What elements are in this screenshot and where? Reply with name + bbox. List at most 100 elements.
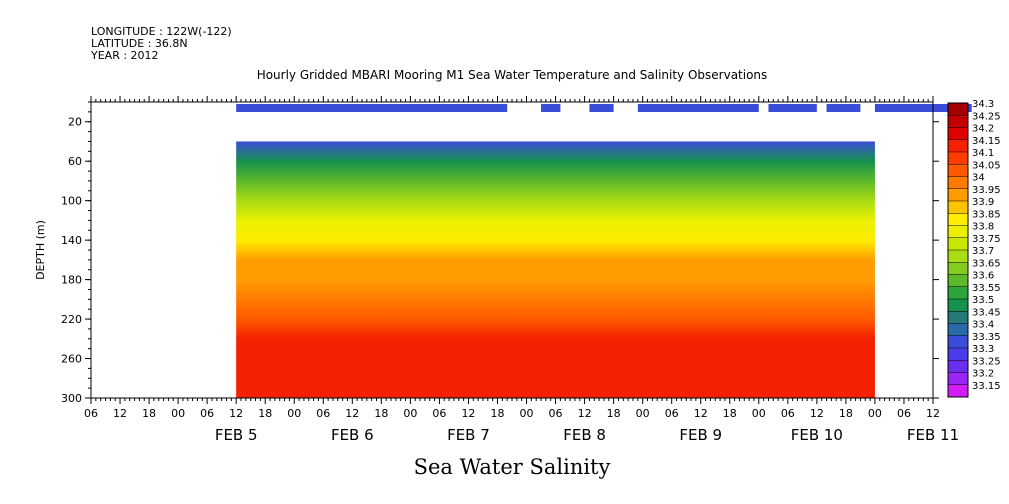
colorbar-swatch-33.25 xyxy=(948,360,968,373)
colorbar-swatch-33.45 xyxy=(948,311,968,324)
y-tick-label-100: 100 xyxy=(61,195,82,208)
longitude-label: LONGITUDE : 122W(-122) xyxy=(91,25,232,38)
colorbar-label-33.4: 33.4 xyxy=(972,320,994,331)
surface-segment-1 xyxy=(236,104,508,112)
x-date-label: FEB 11 xyxy=(907,426,959,444)
colorbar-label-34.3: 34.3 xyxy=(972,99,994,110)
chart-title: Hourly Gridded MBARI Mooring M1 Sea Wate… xyxy=(256,68,768,82)
colorbar-swatch-33.8 xyxy=(948,225,968,239)
y-tick-label-180: 180 xyxy=(61,274,82,287)
colorbar-label-33.35: 33.35 xyxy=(972,332,1001,343)
axes: 20 60 100 140 180 220 260 300 DEPTH (m) 06 12 18 00 0… xyxy=(34,96,959,444)
colorbar-label-33.55: 33.55 xyxy=(972,283,1001,294)
colorbar-swatch-33.6 xyxy=(948,274,968,288)
x-hour-label: 00 xyxy=(403,407,417,420)
x-date-label: FEB 10 xyxy=(791,426,843,444)
colorbar-swatch-34.2 xyxy=(948,127,968,141)
x-hour-label: 00 xyxy=(520,407,534,420)
colorbar: 34.334.2534.234.1534.134.053433.9533.933… xyxy=(947,99,1001,398)
colorbar-label-34.05: 34.05 xyxy=(972,160,1001,171)
surface-segment-4 xyxy=(637,104,759,112)
x-hour-label: 18 xyxy=(723,407,737,420)
colorbar-swatch-33.3 xyxy=(948,348,968,361)
x-hour-label: 18 xyxy=(490,407,504,420)
colorbar-swatch-33.75 xyxy=(948,237,968,251)
colorbar-swatch-34.1 xyxy=(948,152,968,165)
chart-subtitle: Sea Water Salinity xyxy=(413,455,611,479)
x-hour-label: 00 xyxy=(171,407,185,420)
surface-segment-7 xyxy=(874,104,972,112)
year-label: YEAR : 2012 xyxy=(91,49,159,62)
colorbar-swatch-34.15 xyxy=(948,139,968,153)
colorbar-swatch-33.7 xyxy=(948,250,968,263)
colorbar-label-33.9: 33.9 xyxy=(972,197,994,208)
colorbar-swatch-33.55 xyxy=(948,286,968,300)
x-hour-label: 06 xyxy=(549,407,563,420)
y-axis-label: DEPTH (m) xyxy=(34,220,47,280)
x-hour-label: 12 xyxy=(229,407,243,420)
x-hour-label: 18 xyxy=(142,407,156,420)
colorbar-label-33.7: 33.7 xyxy=(972,246,994,257)
x-hour-label: 18 xyxy=(258,407,272,420)
colorbar-label-34.25: 34.25 xyxy=(972,111,1001,122)
colorbar-label-34.1: 34.1 xyxy=(972,148,994,159)
y-tick-label-20: 20 xyxy=(68,116,82,129)
colorbar-label-33.65: 33.65 xyxy=(972,258,1001,269)
x-hour-label: 18 xyxy=(839,407,853,420)
x-hour-label: 12 xyxy=(578,407,592,420)
colorbar-label-34.2: 34.2 xyxy=(972,124,994,135)
x-hour-label: 12 xyxy=(113,407,127,420)
colorbar-swatch-33.95 xyxy=(948,188,968,202)
x-date-label: FEB 6 xyxy=(331,426,374,444)
x-date-label: FEB 7 xyxy=(447,426,490,444)
x-hour-label: 12 xyxy=(926,407,940,420)
y-tick-label-140: 140 xyxy=(61,234,82,247)
x-date-label: FEB 9 xyxy=(679,426,722,444)
colorbar-swatch-34 xyxy=(948,176,968,190)
colorbar-label-33.85: 33.85 xyxy=(972,209,1001,220)
x-date-label: FEB 8 xyxy=(563,426,606,444)
x-hour-label: 00 xyxy=(868,407,882,420)
x-hour-label: 00 xyxy=(752,407,766,420)
colorbar-label-33.5: 33.5 xyxy=(972,295,994,306)
latitude-label: LATITUDE : 36.8N xyxy=(91,37,188,50)
colorbar-label-33.25: 33.25 xyxy=(972,356,1001,367)
colorbar-swatch-33.65 xyxy=(948,262,968,275)
colorbar-label-33.2: 33.2 xyxy=(972,369,994,380)
colorbar-swatch-33.85 xyxy=(948,213,968,226)
surface-segment-6 xyxy=(826,104,861,112)
x-hour-label: 12 xyxy=(345,407,359,420)
y-tick-label-260: 260 xyxy=(61,353,82,366)
plot-area xyxy=(236,104,972,398)
y-tick-label-220: 220 xyxy=(61,313,82,326)
x-hour-label: 12 xyxy=(694,407,708,420)
colorbar-swatch-34.05 xyxy=(948,164,968,177)
x-hour-label: 06 xyxy=(665,407,679,420)
colorbar-label-33.8: 33.8 xyxy=(972,222,994,233)
x-hour-label: 00 xyxy=(636,407,650,420)
x-hour-label: 06 xyxy=(897,407,911,420)
colorbar-swatch-33.9 xyxy=(948,201,968,214)
y-tick-label-60: 60 xyxy=(68,155,82,168)
colorbar-label-33.6: 33.6 xyxy=(972,271,994,282)
surface-segment-5 xyxy=(768,104,817,112)
surface-segment-3 xyxy=(589,104,614,112)
x-hour-label: 06 xyxy=(84,407,98,420)
colorbar-swatch-34.25 xyxy=(948,115,968,128)
colorbar-swatch-33.4 xyxy=(948,323,968,337)
colorbar-swatch-34.3 xyxy=(948,103,968,116)
colorbar-label-33.45: 33.45 xyxy=(972,307,1001,318)
x-hour-label: 06 xyxy=(316,407,330,420)
colorbar-swatch-33.5 xyxy=(948,299,968,312)
x-hour-label: 06 xyxy=(781,407,795,420)
x-hour-label: 12 xyxy=(461,407,475,420)
x-hour-label: 12 xyxy=(810,407,824,420)
x-hour-label: 00 xyxy=(287,407,301,420)
salinity-field xyxy=(236,141,875,398)
colorbar-swatch-33.35 xyxy=(948,335,968,349)
x-hour-label: 06 xyxy=(200,407,214,420)
x-hour-label: 18 xyxy=(607,407,621,420)
colorbar-label-33.3: 33.3 xyxy=(972,344,994,355)
colorbar-swatch-33.2 xyxy=(948,372,968,386)
